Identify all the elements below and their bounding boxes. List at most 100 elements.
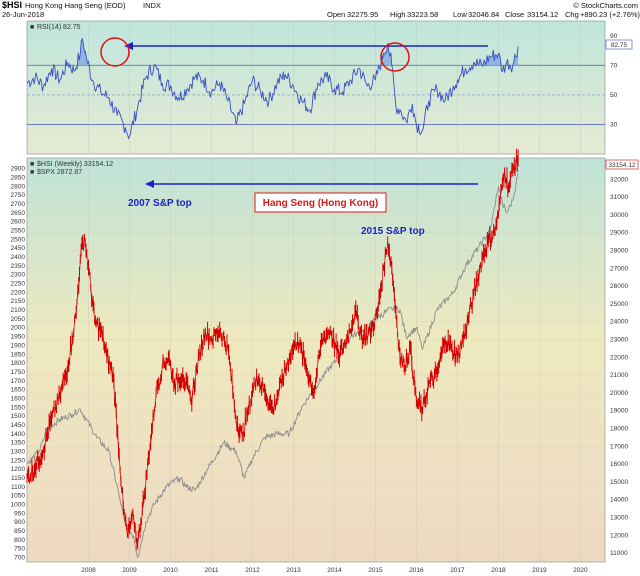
spx-y-tick-label: 1600 <box>11 395 26 402</box>
price-annotation: Hang Seng (Hong Kong) 2007 S&P top 2015 … <box>128 180 478 237</box>
spx-y-tick-label: 1650 <box>11 387 26 394</box>
x-tick-label: 2012 <box>245 567 260 574</box>
spx-y-tick-label: 2600 <box>11 219 26 226</box>
spx-y-tick-label: 950 <box>14 510 25 517</box>
chart-symbol: $HSI <box>2 0 22 10</box>
spx-y-tick-label: 2450 <box>11 245 26 252</box>
hsi-y-tick-label: 14000 <box>610 497 628 504</box>
spx-y-tick-label: 1050 <box>11 493 26 500</box>
rsi-y-tick-label: 70 <box>610 62 618 69</box>
price-panel-background <box>26 157 606 563</box>
spx-legend: $SPX 2872.87 <box>37 169 82 176</box>
chg-value: +890.23 (+2.76%) <box>580 10 640 19</box>
hsi-last-value: 33154.12 <box>608 162 635 169</box>
hsi-last-value-box <box>605 159 639 170</box>
spx-y-tick-label: 2050 <box>11 316 26 323</box>
spx-y-tick-label: 1400 <box>11 431 26 438</box>
label-2007-sp-top: 2007 S&P top <box>128 198 192 209</box>
x-tick-label: 2014 <box>327 567 342 574</box>
hsi-y-tick-label: 32000 <box>610 176 628 183</box>
x-tick-label: 2020 <box>573 567 588 574</box>
hsi-y-tick-label: 16000 <box>610 461 628 468</box>
spx-y-tick-label: 2100 <box>11 307 26 314</box>
spx-y-tick-label: 900 <box>14 519 25 526</box>
x-tick-label: 2011 <box>204 567 218 574</box>
rsi-circle-2007 <box>100 37 130 67</box>
hsi-y-tick-label: 24000 <box>610 319 628 326</box>
spx-y-tick-label: 2750 <box>11 192 26 199</box>
hsi-legend: $HSI (Weekly) 33154.12 <box>37 161 113 168</box>
x-tick-label: 2009 <box>122 567 137 574</box>
rsi-y-tick-label: 50 <box>610 92 618 99</box>
hsi-y-tick-label: 30000 <box>610 212 628 219</box>
spx-y-tick-label: 2300 <box>11 272 26 279</box>
hsi-y-tick-label: 11000 <box>610 550 628 557</box>
hsi-series <box>26 148 519 551</box>
spx-y-tick-label: 2400 <box>11 254 26 261</box>
rsi-last-value: 82.75 <box>611 42 628 49</box>
x-tick-label: 2019 <box>532 567 547 574</box>
spx-y-tick-label: 2350 <box>11 263 26 270</box>
spx-y-tick-label: 1700 <box>11 378 26 385</box>
rsi-arrow-head <box>124 42 133 50</box>
chart-date: 26-Jun-2018 <box>2 10 44 19</box>
rsi-panel-background <box>26 20 606 155</box>
rsi-last-value-box <box>605 39 633 50</box>
spx-y-tick-label: 1450 <box>11 422 26 429</box>
spx-legend-marker: ■ <box>30 169 34 176</box>
low-value: 32046.84 <box>468 10 499 19</box>
high-label: High <box>390 10 405 19</box>
high-value: 33223.58 <box>407 10 438 19</box>
rsi-series <box>26 37 519 140</box>
label-2015-sp-top: 2015 S&P top <box>361 226 425 237</box>
rsi-line <box>26 37 519 140</box>
spx-y-tick-label: 1950 <box>11 334 26 341</box>
hsi-y-axis: 11000 12000 13000 14000 15000 16000 17000 18000… <box>610 176 628 557</box>
rsi-y-tick-label: 90 <box>610 33 618 40</box>
watermark: © StockCharts.com <box>573 1 638 10</box>
low-label: Low <box>453 10 467 19</box>
hsi-y-tick-label: 31000 <box>610 194 628 201</box>
spx-y-tick-label: 2200 <box>11 289 26 296</box>
spx-series <box>26 173 519 559</box>
spx-y-tick-label: 2700 <box>11 201 26 208</box>
spx-y-tick-label: 700 <box>14 555 25 562</box>
open-label: Open <box>327 10 345 19</box>
spx-y-tick-label: 2150 <box>11 298 26 305</box>
hsi-y-tick-label: 17000 <box>610 443 628 450</box>
spx-y-tick-label: 1500 <box>11 413 26 420</box>
hang-seng-label: Hang Seng (Hong Kong) <box>263 198 379 209</box>
hsi-y-tick-label: 18000 <box>610 426 628 433</box>
close-value: 33154.12 <box>527 10 558 19</box>
spx-y-tick-label: 2550 <box>11 227 26 234</box>
rsi-legend: RSI(14) 82.75 <box>37 24 81 31</box>
spx-y-tick-label: 1900 <box>11 342 26 349</box>
hsi-y-tick-label: 20000 <box>610 390 628 397</box>
hsi-y-tick-label: 15000 <box>610 479 628 486</box>
hsi-y-tick-label: 12000 <box>610 532 628 539</box>
hang-seng-label-box <box>254 192 387 213</box>
hsi-y-tick-label: 25000 <box>610 301 628 308</box>
x-tick-label: 2010 <box>163 567 178 574</box>
spx-y-tick-label: 1250 <box>11 457 26 464</box>
hsi-y-tick-label: 23000 <box>610 337 628 344</box>
rsi-y-axis: 30 50 70 90 <box>610 33 618 129</box>
x-axis: 2008 2009 2010 2011 2012 2013 2014 2015 2016 2017… <box>81 567 588 574</box>
hsi-legend-marker: ■ <box>30 161 34 168</box>
spx-y-tick-label: 1750 <box>11 369 26 376</box>
x-tick-label: 2017 <box>450 567 465 574</box>
x-tick-label: 2018 <box>491 567 506 574</box>
spx-y-tick-label: 2250 <box>11 281 26 288</box>
rsi-circle-2015 <box>380 42 410 72</box>
hsi-close-line <box>26 154 519 546</box>
hsi-y-tick-label: 28000 <box>610 248 628 255</box>
hsi-y-tick-label: 26000 <box>610 283 628 290</box>
hsi-y-tick-label: 22000 <box>610 354 628 361</box>
hsi-y-tick-label: 13000 <box>610 515 628 522</box>
spx-y-tick-label: 1000 <box>11 502 26 509</box>
spx-y-tick-label: 1350 <box>11 440 26 447</box>
chart-instrument-name: Hong Kong Hang Seng (EOD) <box>25 1 126 10</box>
hsi-y-tick-label: 21000 <box>610 372 628 379</box>
spx-y-tick-label: 800 <box>14 537 25 544</box>
